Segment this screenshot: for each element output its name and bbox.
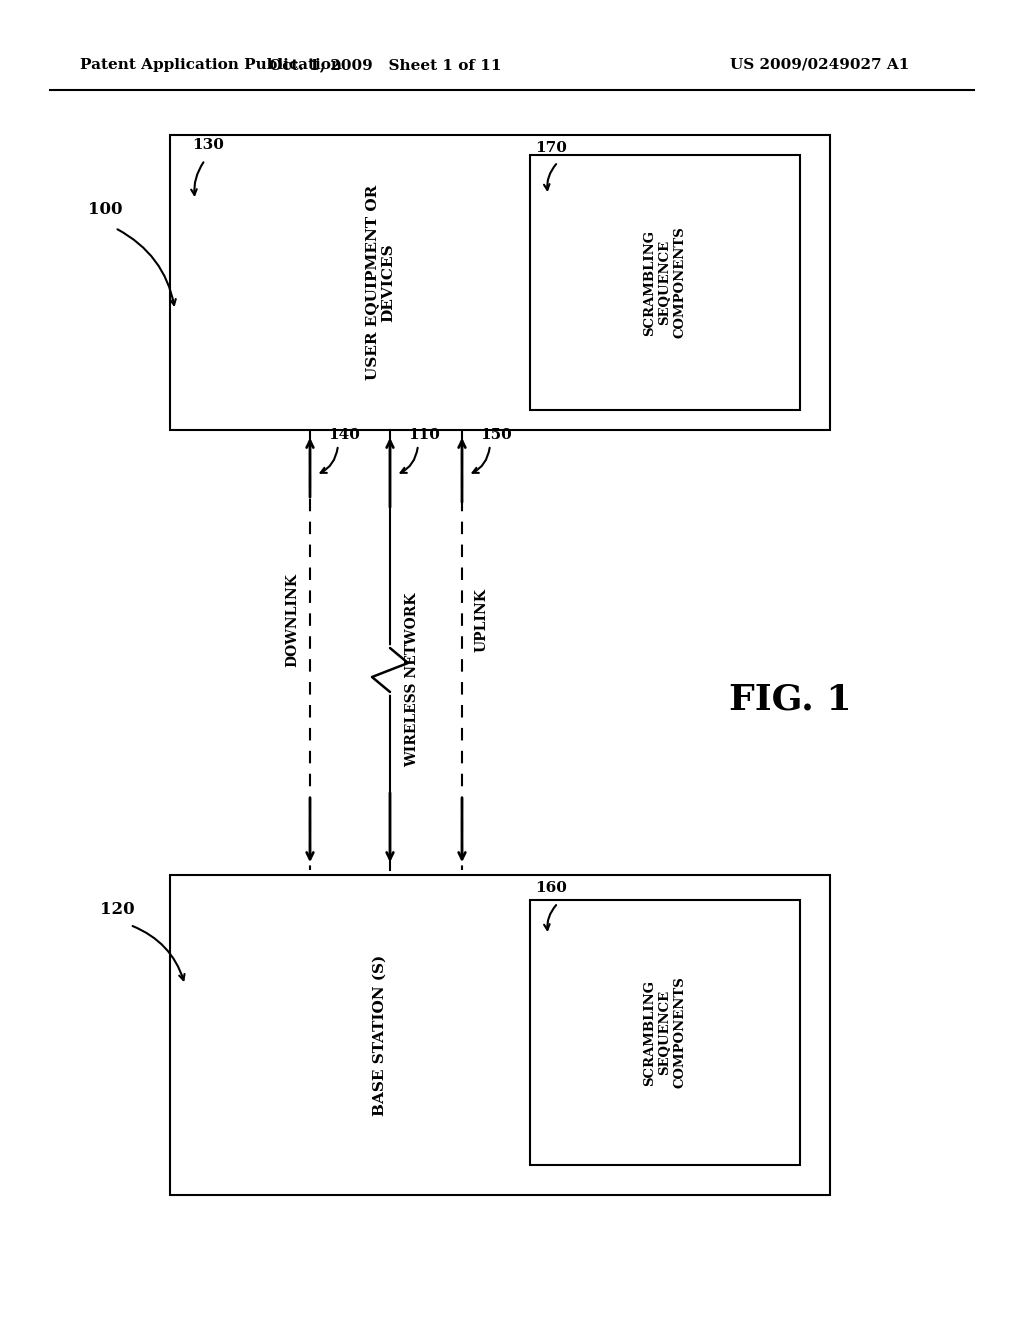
Text: 120: 120 [100, 902, 134, 919]
Text: 130: 130 [193, 139, 224, 152]
Bar [530, 154, 800, 411]
Text: 150: 150 [480, 428, 512, 442]
Text: FIG. 1: FIG. 1 [729, 682, 851, 717]
Bar [530, 900, 800, 1166]
Text: 110: 110 [408, 428, 440, 442]
Bar [170, 135, 830, 430]
Text: 160: 160 [535, 880, 567, 895]
Text: US 2009/0249027 A1: US 2009/0249027 A1 [730, 58, 909, 73]
Text: 170: 170 [535, 141, 567, 154]
Text: 140: 140 [328, 428, 359, 442]
Text: UPLINK: UPLINK [475, 587, 489, 652]
Text: USER EQUIPMENT OR
DEVICES: USER EQUIPMENT OR DEVICES [365, 185, 395, 380]
Text: SCRAMBLING
SEQUENCE
COMPONENTS: SCRAMBLING SEQUENCE COMPONENTS [643, 227, 686, 338]
Text: 100: 100 [88, 202, 123, 219]
Text: DOWNLINK: DOWNLINK [285, 573, 299, 667]
Text: Oct. 1, 2009   Sheet 1 of 11: Oct. 1, 2009 Sheet 1 of 11 [268, 58, 502, 73]
Text: SCRAMBLING
SEQUENCE
COMPONENTS: SCRAMBLING SEQUENCE COMPONENTS [643, 977, 686, 1089]
Bar [170, 875, 830, 1195]
Text: WIRELESS NETWORK: WIRELESS NETWORK [406, 593, 419, 767]
Text: Patent Application Publication: Patent Application Publication [80, 58, 342, 73]
Text: BASE STATION (S): BASE STATION (S) [373, 954, 387, 1115]
